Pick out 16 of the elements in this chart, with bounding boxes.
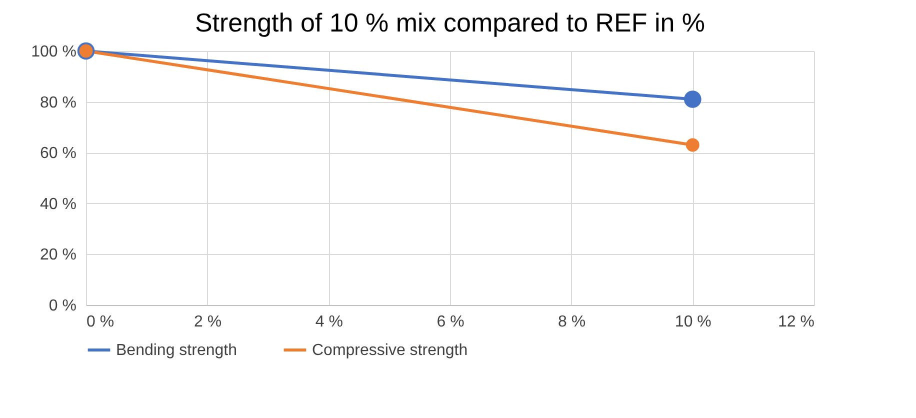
x-tick-label: 4 % [315, 314, 343, 330]
y-tick-label: 0 % [48, 298, 76, 314]
y-tick-label: 60 % [40, 145, 76, 162]
legend-label: Bending strength [116, 342, 237, 359]
y-tick-label: 80 % [40, 94, 76, 112]
y-tick-label: 40 % [40, 196, 76, 213]
x-tick-label: 8 % [558, 314, 586, 330]
x-tick-label: 10 % [674, 314, 712, 330]
x-tick-label: 0 % [86, 314, 114, 330]
x-tick-label: 12 % [778, 314, 814, 330]
y-tick-label: 100 % [31, 44, 76, 60]
x-tick-label: 2 % [194, 314, 222, 330]
legend-label: Compressive strength [312, 342, 468, 359]
x-tick-label: 6 % [436, 314, 464, 330]
y-tick-label: 20 % [40, 246, 76, 264]
chart-title: Strength of 10 % mix compared to REF in % [194, 7, 706, 38]
